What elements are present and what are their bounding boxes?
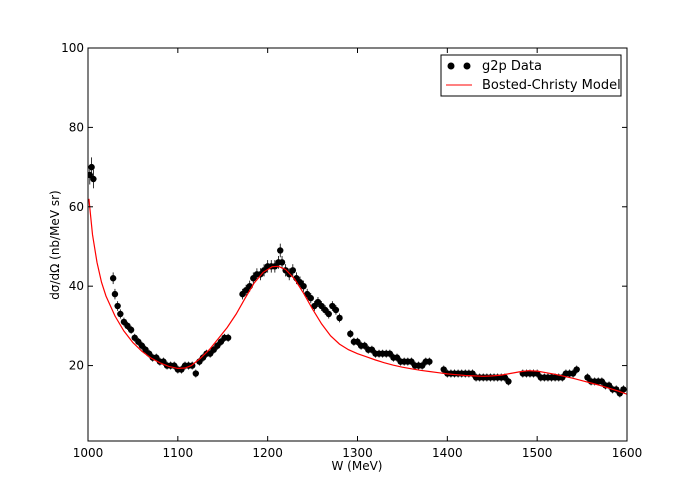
- axes: 1000 1100 1200 1300 1400 1500 1600 20 40 60 80 100: [61, 41, 642, 460]
- x-tick-label: 1100: [163, 446, 194, 460]
- x-tick-label: 1500: [522, 446, 553, 460]
- data-point: [289, 267, 297, 274]
- legend: g2p Data Bosted-Christy Model: [440, 54, 622, 97]
- data-point: [111, 290, 119, 298]
- data-point: [224, 334, 232, 341]
- data-point: [278, 259, 286, 266]
- data-point: [336, 314, 343, 322]
- legend-box: [440, 54, 622, 97]
- data-point: [325, 310, 332, 318]
- data-point: [88, 163, 95, 171]
- data-point: [426, 358, 433, 365]
- model-curve: [88, 198, 627, 395]
- data-point: [573, 366, 580, 373]
- x-axis-title: W (MeV): [332, 459, 383, 473]
- x-tick-label: 1600: [612, 446, 643, 460]
- x-tick-label: 1200: [252, 446, 283, 460]
- data-point: [277, 247, 284, 254]
- data-point: [109, 275, 117, 282]
- x-tick-label: 1000: [73, 446, 104, 460]
- data-point: [114, 302, 121, 310]
- data-point: [505, 378, 512, 385]
- data-point: [332, 306, 340, 314]
- y-tick-label: 100: [61, 41, 84, 55]
- legend-marker-data-2: [463, 62, 471, 70]
- data-point: [192, 370, 199, 377]
- data-point: [127, 326, 135, 334]
- legend-marker-data-1: [447, 62, 455, 70]
- plot-area: [88, 157, 627, 398]
- data-point: [117, 310, 124, 318]
- data-point: [620, 386, 627, 393]
- y-tick-label: 20: [69, 359, 84, 373]
- x-tick-label: 1300: [342, 446, 373, 460]
- data-point: [300, 282, 307, 290]
- data-point: [347, 330, 354, 338]
- data-point: [90, 175, 97, 183]
- x-tick-label: 1400: [432, 446, 463, 460]
- legend-label-data: g2p Data: [482, 59, 542, 74]
- y-tick-label: 40: [69, 279, 84, 293]
- y-tick-label: 80: [69, 120, 84, 134]
- y-axis-title: dσ/dΩ (nb/MeV sr): [48, 190, 62, 299]
- y-tick-label: 60: [69, 200, 84, 214]
- data-point: [307, 294, 314, 302]
- legend-label-model: Bosted-Christy Model: [482, 78, 621, 93]
